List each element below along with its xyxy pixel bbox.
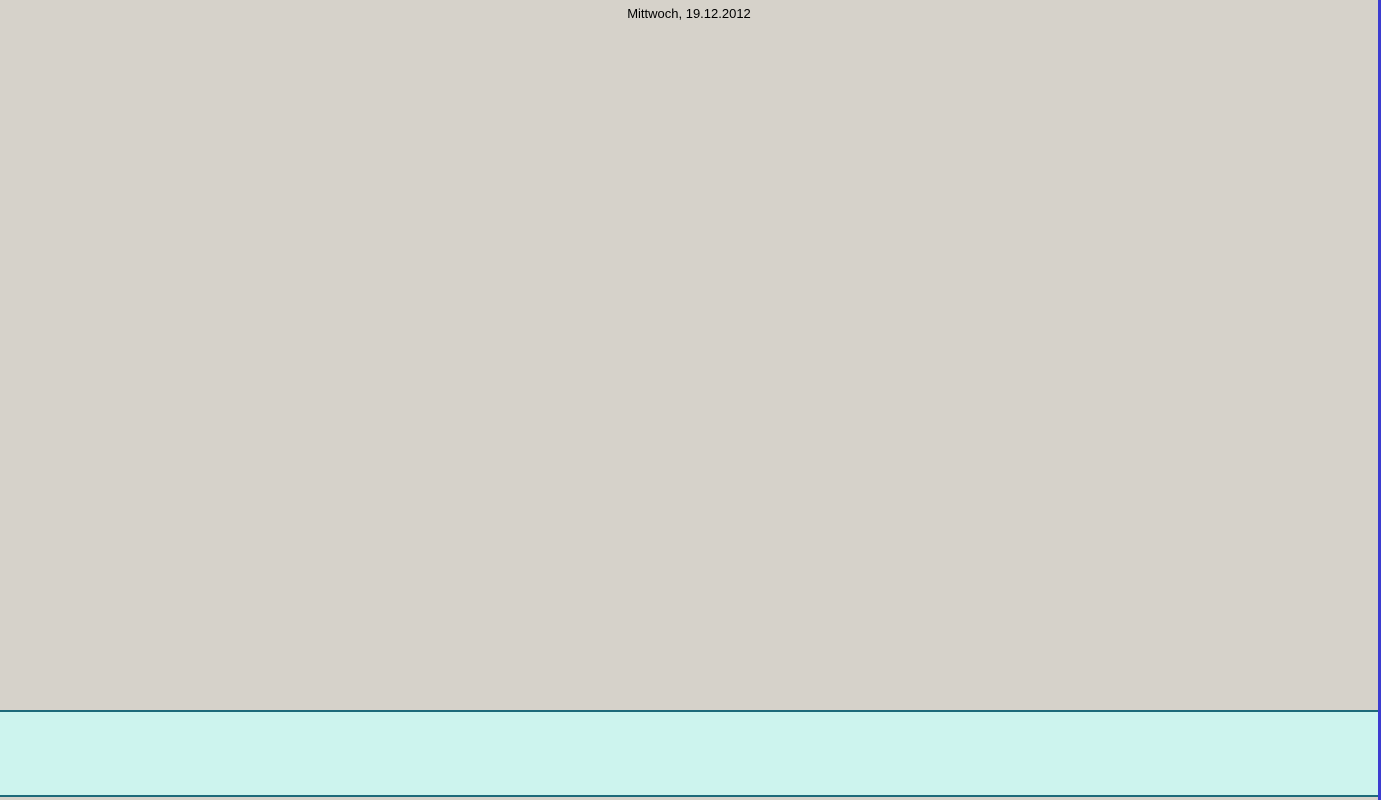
page-title: Mittwoch, 19.12.2012 — [627, 6, 751, 21]
stats-table — [0, 710, 1378, 797]
weather-chart — [0, 0, 1381, 710]
